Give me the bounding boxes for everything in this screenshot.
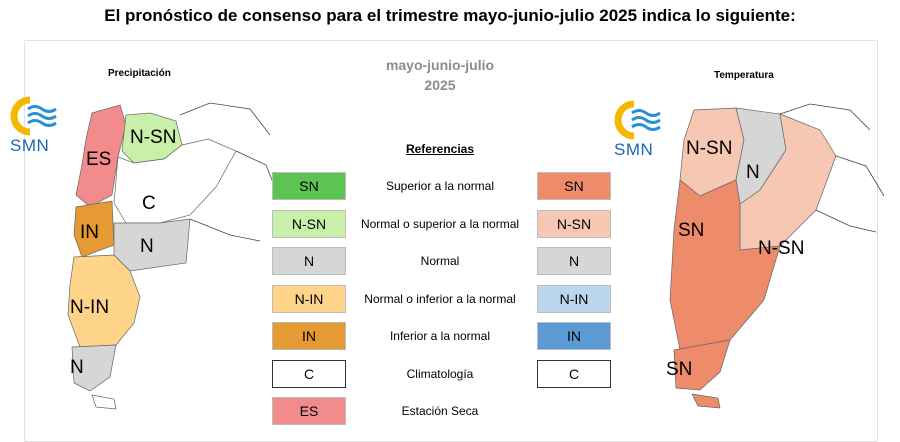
region-in <box>73 200 115 258</box>
period-label: mayo-junio-julio 2025 <box>330 55 550 95</box>
legend-precip-box: SN <box>272 172 346 200</box>
legend-description: Superior a la normal <box>385 179 495 193</box>
region-c <box>113 138 237 224</box>
precip-label-in: IN <box>80 222 99 243</box>
precip-label-n-in: N-IN <box>70 297 109 318</box>
precip-label-c: C <box>142 193 156 214</box>
smn-logo: SMN <box>8 96 68 156</box>
precip-label-n-east: N <box>140 236 154 257</box>
neighbor-borders-temp <box>779 103 885 233</box>
temp-label-n-sn-east: N-SN <box>758 238 804 259</box>
temp-label-sn-south: SN <box>666 359 692 380</box>
smn-logo-icon <box>614 100 661 140</box>
references-title: Referencias <box>405 142 475 156</box>
legend-description: Climatología <box>406 366 474 381</box>
smn-logo-text: SMN <box>614 140 654 159</box>
region-es <box>75 104 127 208</box>
temp-label-sn-central: SN <box>678 220 704 241</box>
legend-description: Inferior a la normal <box>389 329 491 343</box>
precip-label-n-sn: N-SN <box>130 127 176 148</box>
period-months: mayo-junio-julio <box>385 57 495 73</box>
legend-description: Normal <box>420 254 460 268</box>
temperature-map: N-SN N SN N-SN SN <box>666 103 885 409</box>
legend-temp-box: N-IN <box>537 284 611 313</box>
legend-temp-box: N <box>537 247 611 275</box>
legend-temp-box: N-SN <box>537 209 611 238</box>
legend-description: Estación Seca <box>401 404 479 418</box>
smn-logo-right: SMN <box>612 100 672 160</box>
smn-logo-icon <box>10 96 57 136</box>
region-sn-central <box>669 179 781 351</box>
region-n-south <box>71 344 117 392</box>
legend-description: Normal o superior a la normal <box>360 216 520 231</box>
legend-precip-box: N-SN <box>272 209 346 238</box>
legend-precip-box: IN <box>272 322 346 350</box>
legend-temp-box: SN <box>537 172 611 200</box>
legend-temp-box: IN <box>537 322 611 350</box>
temp-label-n-sn-north: N-SN <box>686 138 732 159</box>
precip-map-title: Precipitación <box>108 68 171 79</box>
legend-precip-box: ES <box>272 397 346 425</box>
legend-precip-box: N-IN <box>272 284 346 313</box>
legend-precip-box: N <box>272 247 346 275</box>
precipitation-map: N-SN ES C IN N N-IN N <box>67 102 279 410</box>
region-n-in <box>67 254 141 348</box>
legend-precip-box: C <box>272 359 346 388</box>
temp-map-title: Temperatura <box>714 70 774 81</box>
smn-logo-text: SMN <box>10 136 50 155</box>
legend-temp-box: C <box>537 359 611 388</box>
legend-description: Normal o inferior a la normal <box>364 291 516 306</box>
precip-label-n-south: N <box>70 357 84 378</box>
region-sn-south <box>673 339 731 391</box>
period-year: 2025 <box>424 77 456 93</box>
region-tdf-temp <box>691 393 721 409</box>
region-tdf <box>91 394 117 410</box>
page-title: El pronóstico de consenso para el trimes… <box>104 6 796 25</box>
precip-label-es: ES <box>86 149 111 170</box>
temp-label-n: N <box>746 162 760 183</box>
